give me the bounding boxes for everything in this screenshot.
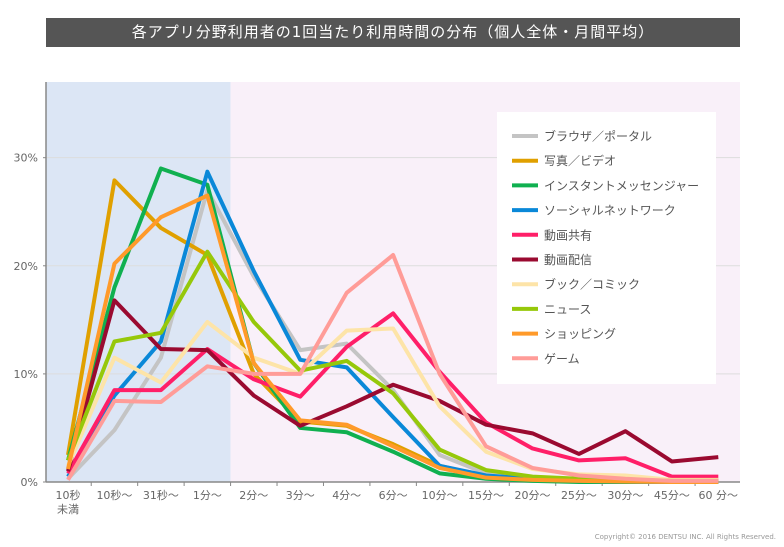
legend-label: ソーシャルネットワーク bbox=[544, 204, 676, 218]
y-tick-label: 10% bbox=[14, 368, 38, 381]
x-tick-label: 25分〜 bbox=[561, 489, 597, 502]
shaded-region-short bbox=[46, 82, 231, 482]
legend-label: ブラウザ／ポータル bbox=[544, 129, 652, 144]
legend-label: ニュース bbox=[544, 302, 591, 316]
y-tick-label: 30% bbox=[14, 152, 38, 165]
x-tick-label: 6分〜 bbox=[379, 489, 408, 502]
copyright: Copyright© 2016 DENTSU INC. All Rights R… bbox=[594, 533, 776, 541]
x-tick-label: 1分〜 bbox=[193, 489, 222, 502]
legend-label: ショッピング bbox=[544, 327, 616, 341]
y-tick-label: 20% bbox=[14, 260, 38, 273]
series-line bbox=[66, 320, 719, 482]
x-tick-label: 30分〜 bbox=[607, 489, 643, 502]
x-tick-label: 60 分〜 bbox=[699, 489, 739, 502]
x-tick-label: 10秒未満 bbox=[56, 488, 81, 516]
y-tick-label: 0% bbox=[21, 476, 38, 489]
x-tick-label: 10秒〜 bbox=[96, 488, 132, 502]
x-tick-label: 4分〜 bbox=[332, 489, 361, 502]
x-tick-label: 31秒〜 bbox=[143, 488, 179, 502]
x-tick-label: 20分〜 bbox=[515, 489, 551, 502]
chart-title: 各アプリ分野利用者の1回当たり利用時間の分布（個人全体・月間平均） bbox=[46, 18, 740, 47]
series-line bbox=[66, 252, 719, 483]
legend-label: 動画共有 bbox=[544, 228, 592, 242]
series-line bbox=[66, 298, 719, 472]
x-tick-label: 10分〜 bbox=[422, 489, 458, 502]
legend bbox=[497, 112, 716, 384]
x-tick-label: 15分〜 bbox=[468, 489, 504, 502]
legend-label: 写真／ビデオ bbox=[544, 153, 616, 168]
legend-label: ブック／コミック bbox=[544, 277, 640, 292]
legend-label: 動画配信 bbox=[544, 253, 592, 267]
x-tick-label: 2分〜 bbox=[239, 489, 268, 502]
legend-label: インスタントメッセンジャー bbox=[544, 179, 699, 193]
series-line bbox=[66, 193, 719, 484]
series-line bbox=[66, 311, 719, 479]
x-tick-label: 45分〜 bbox=[654, 489, 690, 502]
legend-label: ゲーム bbox=[544, 352, 580, 366]
x-tick-label: 3分〜 bbox=[286, 489, 315, 502]
